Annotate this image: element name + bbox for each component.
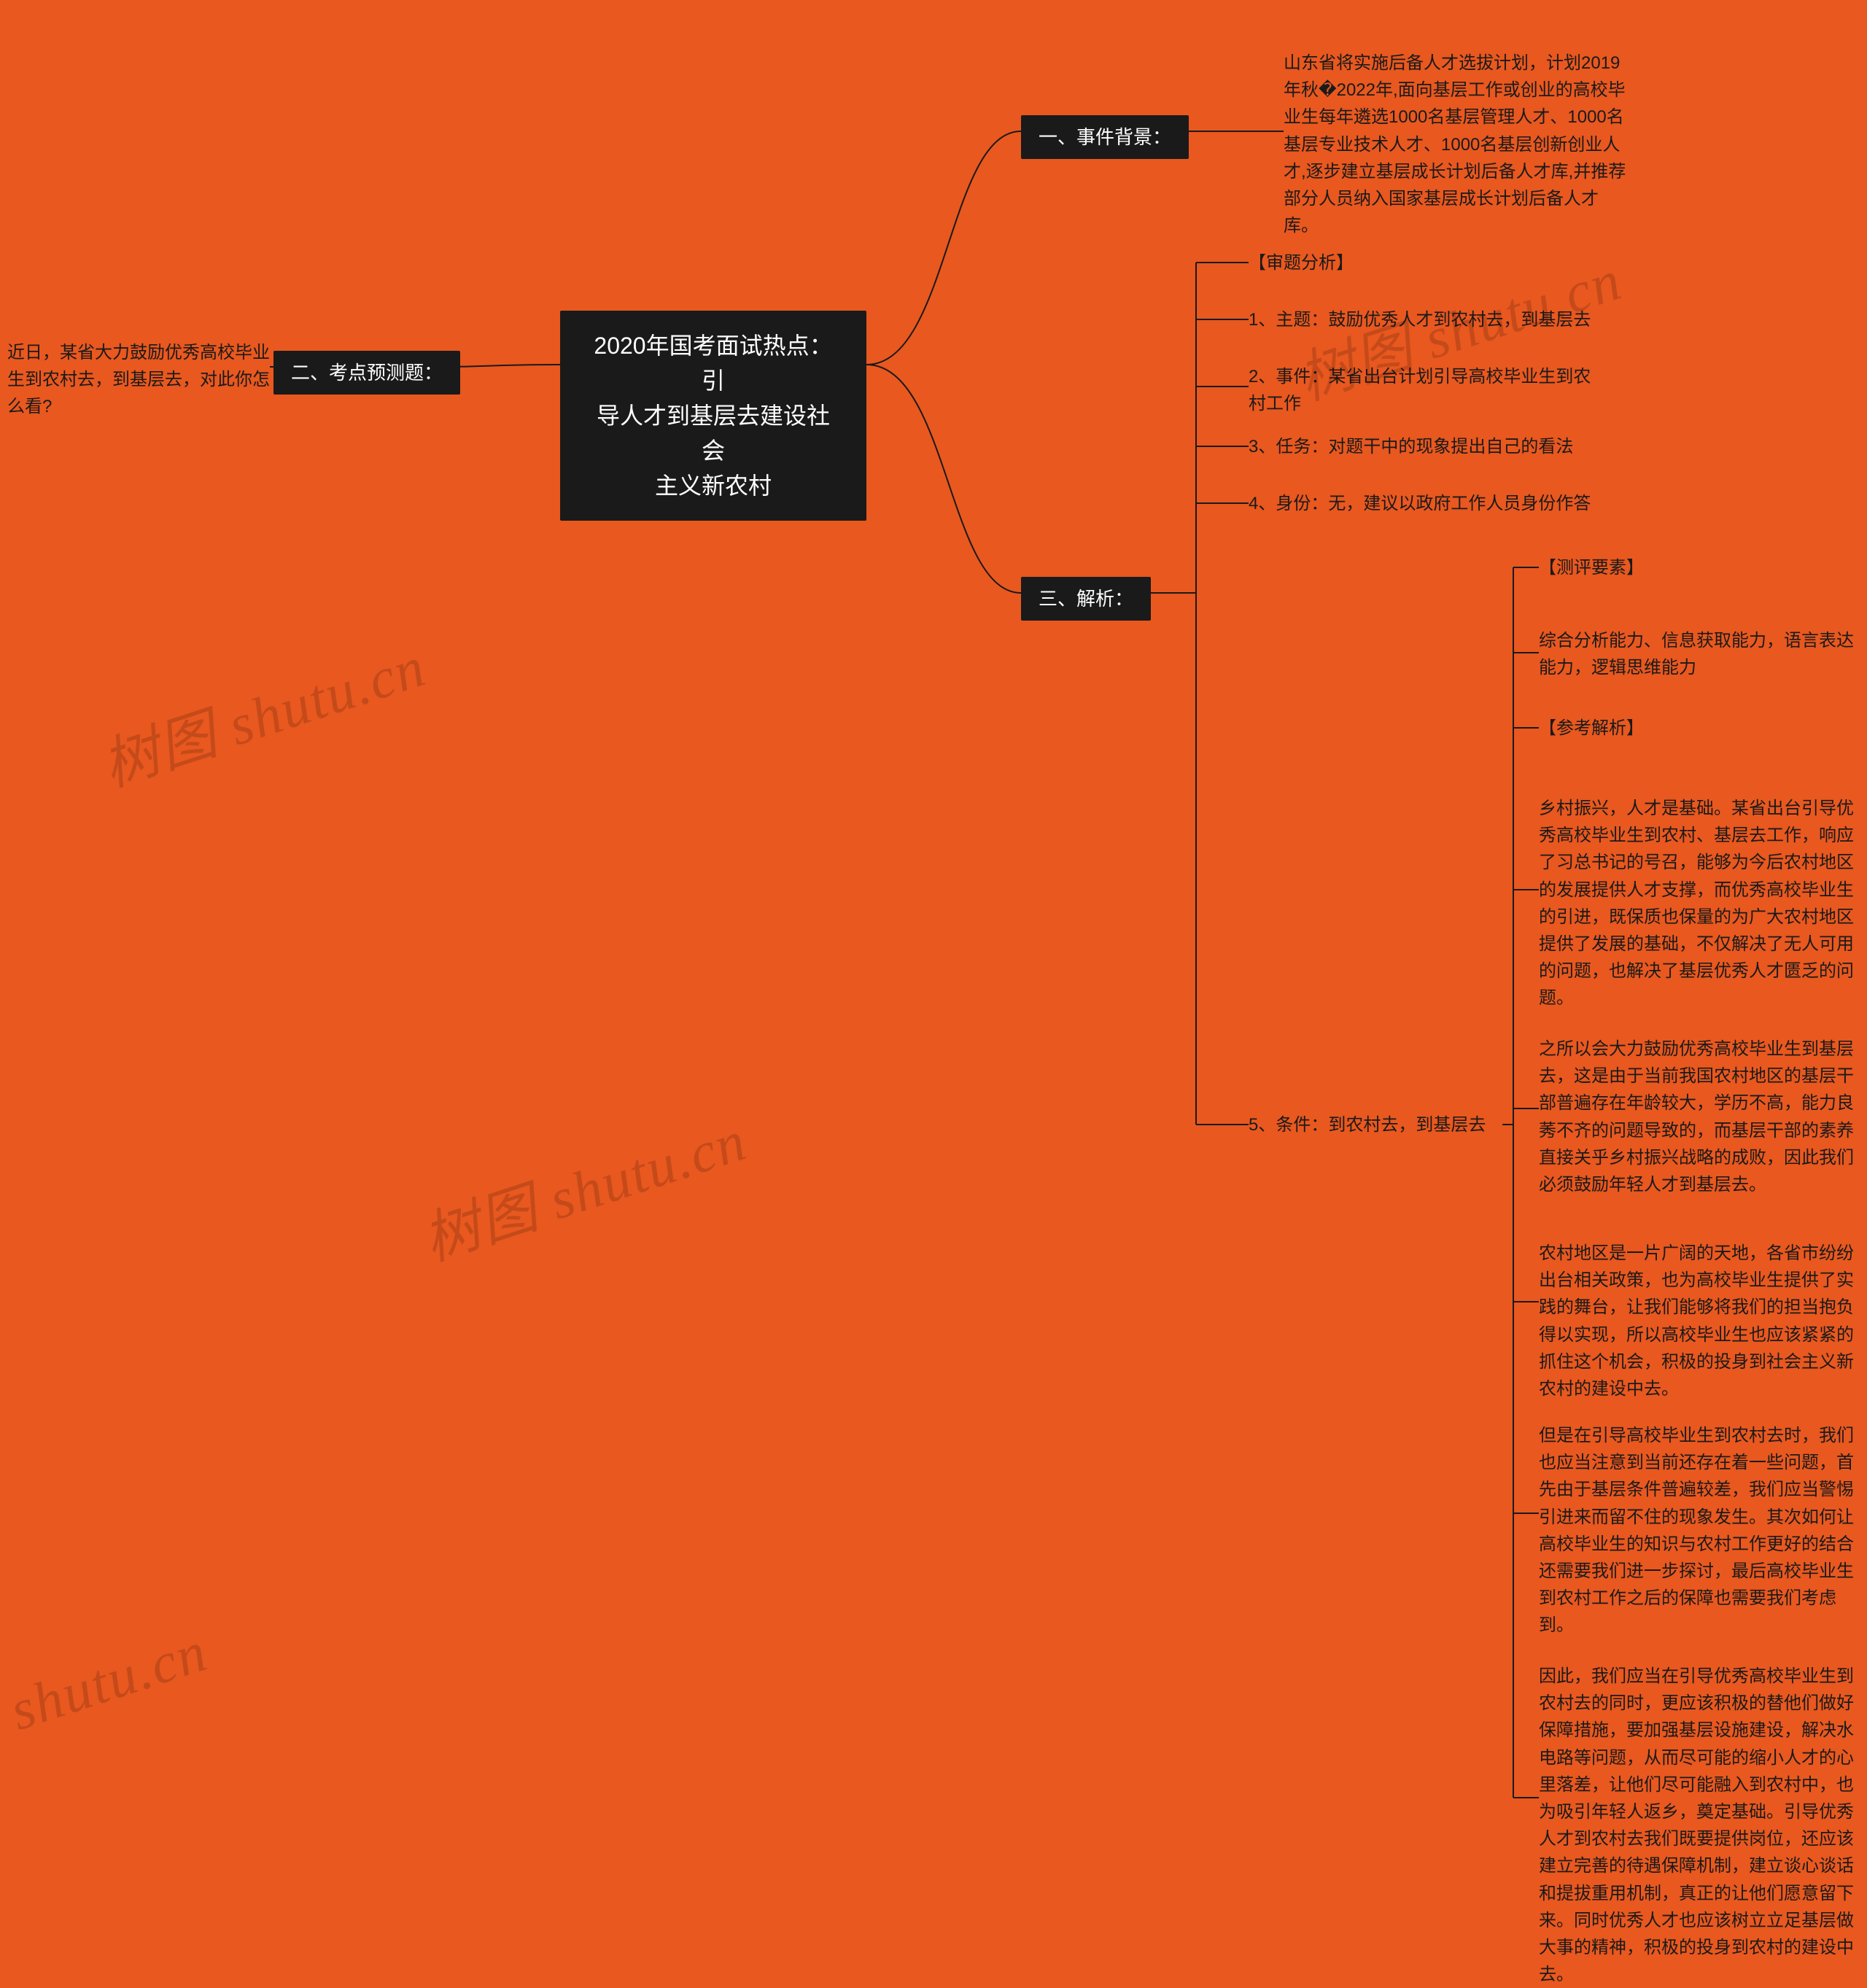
leaf-text: 3、任务：对题干中的现象提出自己的看法	[1249, 437, 1573, 457]
leaf-eval-content: 综合分析能力、信息获取能力，语言表达能力，逻辑思维能力	[1539, 627, 1860, 681]
leaf-text: 山东省将实施后备人才选拔计划，计划2019年秋�2022年,面向基层工作或创业的…	[1284, 53, 1626, 236]
leaf-analysis-title: 【审题分析】	[1249, 249, 1562, 276]
leaf-analysis-topic: 1、主题：鼓励优秀人才到农村去，到基层去	[1249, 306, 1628, 333]
leaf-text: 【审题分析】	[1249, 253, 1354, 273]
leaf-ref-p2: 之所以会大力鼓励优秀高校毕业生到基层去，这是由于当前我国农村地区的基层干部普遍存…	[1539, 1036, 1856, 1198]
watermark: 树图 shutu.cn	[411, 1095, 756, 1277]
leaf-text: 综合分析能力、信息获取能力，语言表达能力，逻辑思维能力	[1539, 631, 1854, 677]
branch-event-background: 一、事件背景：	[1021, 115, 1189, 159]
leaf-ref-p1: 乡村振兴，人才是基础。某省出台引导优秀高校毕业生到农村、基层去工作，响应了习总书…	[1539, 795, 1856, 1012]
leaf-ref-p4: 但是在引导高校毕业生到农村去时，我们也应当注意到当前还存在着一些问题，首先由于基…	[1539, 1422, 1856, 1639]
leaf-text: 2、事件：某省出台计划引导高校毕业生到农村工作	[1249, 367, 1591, 413]
leaf-text: 但是在引导高校毕业生到农村去时，我们也应当注意到当前还存在着一些问题，首先由于基…	[1539, 1426, 1854, 1635]
leaf-analysis-event: 2、事件：某省出台计划引导高校毕业生到农村工作	[1249, 363, 1591, 417]
branch-analysis: 三、解析：	[1021, 577, 1151, 621]
leaf-analysis-task: 3、任务：对题干中的现象提出自己的看法	[1249, 433, 1613, 460]
leaf-question-text: 近日，某省大力鼓励优秀高校毕业生到农村去，到基层去，对此你怎么看?	[7, 339, 270, 421]
branch-label: 三、解析：	[1039, 588, 1133, 610]
leaf-ref-title: 【参考解析】	[1539, 715, 1831, 742]
leaf-ref-p3: 农村地区是一片广阔的天地，各省市纷纷出台相关政策，也为高校毕业生提供了实践的舞台…	[1539, 1240, 1856, 1402]
leaf-analysis-identity: 4、身份：无，建议以政府工作人员身份作答	[1249, 490, 1628, 517]
root-node: 2020年国考面试热点：引导人才到基层去建设社会主义新农村	[560, 311, 866, 521]
watermark-text: 树图 shutu.cn	[416, 1108, 754, 1273]
leaf-eval-title: 【测评要素】	[1539, 554, 1831, 581]
leaf-text: 因此，我们应当在引导优秀高校毕业生到农村去的同时，更应该积极的替他们做好保障措施…	[1539, 1666, 1854, 1984]
leaf-text: 5、条件：到农村去，到基层去	[1249, 1115, 1486, 1135]
leaf-text: 4、身份：无，建议以政府工作人员身份作答	[1249, 494, 1591, 513]
leaf-text: 乡村振兴，人才是基础。某省出台引导优秀高校毕业生到农村、基层去工作，响应了习总书…	[1539, 799, 1854, 1008]
leaf-text: 农村地区是一片广阔的天地，各省市纷纷出台相关政策，也为高校毕业生提供了实践的舞台…	[1539, 1243, 1854, 1399]
leaf-analysis-condition: 5、条件：到农村去，到基层去	[1249, 1111, 1511, 1138]
watermark: 树图 shutu.cn	[90, 621, 435, 803]
leaf-text: 【参考解析】	[1539, 718, 1644, 738]
leaf-text: 1、主题：鼓励优秀人才到农村去，到基层去	[1249, 310, 1591, 330]
watermark-text: 树图 shutu.cn	[95, 634, 433, 799]
watermark: shutu.cn	[2, 1618, 215, 1744]
leaf-text: 近日，某省大力鼓励优秀高校毕业生到农村去，到基层去，对此你怎么看?	[7, 343, 270, 416]
root-text: 2020年国考面试热点：引导人才到基层去建设社会主义新农村	[594, 333, 832, 499]
leaf-text: 【测评要素】	[1539, 558, 1644, 578]
branch-label: 二、考点预测题：	[291, 362, 443, 384]
watermark-text: shutu.cn	[2, 1619, 214, 1742]
leaf-text: 之所以会大力鼓励优秀高校毕业生到基层去，这是由于当前我国农村地区的基层干部普遍存…	[1539, 1039, 1854, 1195]
branch-label: 一、事件背景：	[1039, 126, 1171, 148]
leaf-ref-p5: 因此，我们应当在引导优秀高校毕业生到农村去的同时，更应该积极的替他们做好保障措施…	[1539, 1663, 1856, 1988]
leaf-background-text: 山东省将实施后备人才选拔计划，计划2019年秋�2022年,面向基层工作或创业的…	[1284, 50, 1630, 239]
branch-prediction-question: 二、考点预测题：	[273, 351, 460, 395]
